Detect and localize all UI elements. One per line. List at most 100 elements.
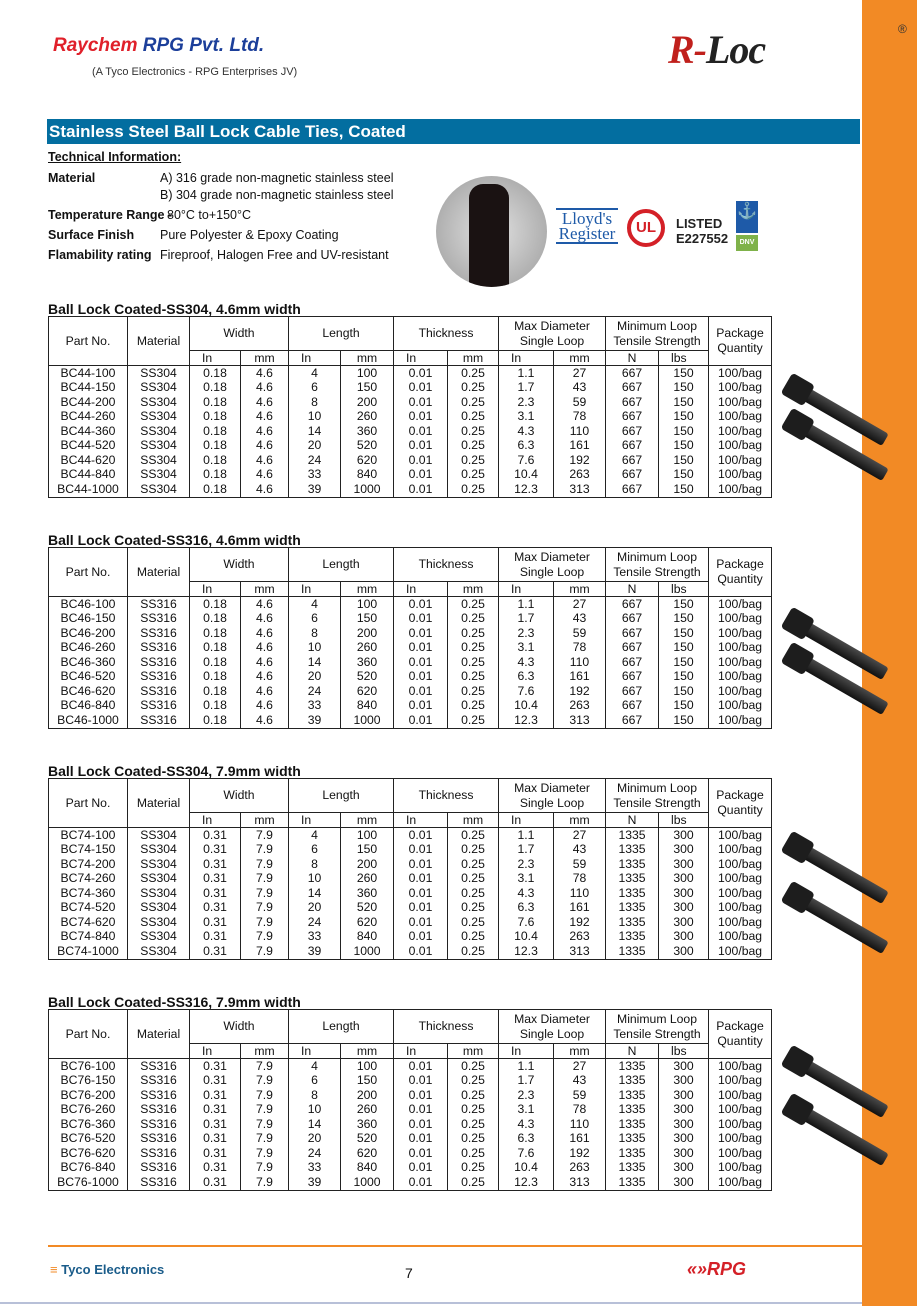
- table-cell: SS304: [127, 827, 190, 843]
- table-cell: 59: [552, 857, 607, 872]
- table-cell: 360: [340, 1117, 394, 1132]
- table-cell: 192: [552, 915, 607, 930]
- table-cell: 0.25: [447, 1117, 499, 1132]
- table-cell: 0.25: [447, 929, 499, 944]
- table-cell: 1335: [605, 1058, 660, 1074]
- table-cell: 6: [288, 611, 341, 626]
- table-cell: 27: [552, 596, 607, 612]
- bottom-edge: [0, 1302, 862, 1304]
- table-row: BC46-200 SS316 0.18 4.6 8 200 0.01 0.25 2.3 59 667…: [48, 626, 773, 641]
- table-cell: 0.18: [189, 380, 241, 395]
- table-cell: SS304: [127, 886, 190, 901]
- table-cell: 0.25: [447, 1146, 499, 1161]
- table-cell: 300: [658, 1117, 710, 1132]
- table-cell: 1335: [605, 1117, 660, 1132]
- table-cell: 0.25: [447, 669, 499, 684]
- table-cell: 150: [658, 640, 710, 655]
- table-cell: 100/bag: [708, 655, 773, 670]
- subheader-in: In: [393, 581, 448, 597]
- table-cell: 0.31: [189, 1131, 241, 1146]
- header-part-no: Part No.: [48, 1009, 128, 1059]
- table-cell: 840: [340, 467, 394, 482]
- header-thickness: Thickness: [393, 1009, 499, 1044]
- table-cell: 7.9: [240, 871, 289, 886]
- header-tensile-strength-line: Minimum Loop: [617, 780, 697, 795]
- subheader-n: N: [605, 581, 660, 597]
- table-cell: 0.25: [447, 684, 499, 699]
- table-cell: 0.01: [393, 1117, 448, 1132]
- flamability-value: Fireproof, Halogen Free and UV-resistant: [160, 248, 389, 262]
- table-row: BC46-100 SS316 0.18 4.6 4 100 0.01 0.25 1.1 27 667…: [48, 596, 773, 612]
- table-cell: 39: [288, 1175, 341, 1191]
- table-cell: 0.25: [447, 857, 499, 872]
- table-cell: 0.25: [447, 467, 499, 482]
- header-package-quantity: Package Quantity: [708, 547, 773, 597]
- table-cell: 150: [658, 467, 710, 482]
- table-cell: 7.6: [498, 684, 554, 699]
- subheader-in: In: [189, 1043, 241, 1059]
- table-cell: 0.31: [189, 1058, 241, 1074]
- subheader-in: In: [288, 812, 341, 828]
- table-cell: 0.18: [189, 713, 241, 729]
- table-cell: 0.01: [393, 1073, 448, 1088]
- table-cell: 520: [340, 900, 394, 915]
- table-cell: 150: [658, 698, 710, 713]
- table-cell: 0.31: [189, 1073, 241, 1088]
- subheader-lbs: lbs: [658, 1043, 710, 1059]
- table-cell: 520: [340, 1131, 394, 1146]
- table-cell: 100/bag: [708, 611, 773, 626]
- header-max-diameter-line: Max Diameter: [514, 318, 590, 333]
- table-cell: 667: [605, 467, 660, 482]
- table-cell: 0.01: [393, 467, 448, 482]
- table-cell: 0.25: [447, 842, 499, 857]
- table-cell: 300: [658, 1058, 710, 1074]
- table-cell: 110: [552, 886, 607, 901]
- tyco-icon: ≡: [50, 1262, 58, 1277]
- header-material: Material: [127, 316, 190, 366]
- header-width: Width: [189, 547, 289, 582]
- table-cell: 33: [288, 929, 341, 944]
- table-title: Ball Lock Coated-SS304, 4.6mm width: [48, 301, 301, 317]
- table-cell: 4.6: [240, 626, 289, 641]
- table-cell: SS304: [127, 395, 190, 410]
- table-cell: 7.9: [240, 886, 289, 901]
- table-cell: 14: [288, 655, 341, 670]
- table-cell: 667: [605, 713, 660, 729]
- table-cell: 200: [340, 626, 394, 641]
- table-cell: 0.18: [189, 655, 241, 670]
- table-cell: 0.01: [393, 871, 448, 886]
- table-cell: 100/bag: [708, 669, 773, 684]
- table-cell: 0.01: [393, 698, 448, 713]
- table-cell: 1335: [605, 929, 660, 944]
- table-cell: 4.3: [498, 655, 554, 670]
- table-row: BC76-1000 SS316 0.31 7.9 39 1000 0.01 0.25 12.3 3…: [48, 1175, 773, 1191]
- table-cell: 200: [340, 395, 394, 410]
- table-row: BC76-100 SS316 0.31 7.9 4 100 0.01 0.25 1.1 27 133…: [48, 1058, 773, 1074]
- table-cell: 100/bag: [708, 929, 773, 944]
- table-cell: 4.6: [240, 669, 289, 684]
- table-cell: 0.31: [189, 944, 241, 960]
- header-material: Material: [127, 1009, 190, 1059]
- table-row: BC44-200 SS304 0.18 4.6 8 200 0.01 0.25 2.3 59 667…: [48, 395, 773, 410]
- table-cell: 150: [340, 842, 394, 857]
- table-cell: 667: [605, 655, 660, 670]
- header-material: Material: [127, 547, 190, 597]
- table-cell: 10: [288, 640, 341, 655]
- header-tensile-strength-line: Minimum Loop: [617, 549, 697, 564]
- logo-rpg: RPG Pvt. Ltd.: [142, 35, 265, 56]
- table-cell: 840: [340, 929, 394, 944]
- table-cell: 150: [340, 1073, 394, 1088]
- table-row: BC44-620 SS304 0.18 4.6 24 620 0.01 0.25 7.6 192 6…: [48, 453, 773, 468]
- table-cell: 300: [658, 1146, 710, 1161]
- table-cell: 0.01: [393, 611, 448, 626]
- table-cell: BC76-520: [48, 1131, 128, 1146]
- table-cell: 2.3: [498, 857, 554, 872]
- table-cell: 100/bag: [708, 900, 773, 915]
- table-cell: 0.25: [447, 1102, 499, 1117]
- table-row: BC46-1000 SS316 0.18 4.6 39 1000 0.01 0.25 12.3 3…: [48, 713, 773, 729]
- header-width: Width: [189, 778, 289, 813]
- table-cell: 4.6: [240, 684, 289, 699]
- table-cell: 150: [658, 626, 710, 641]
- table-cell: 1.1: [498, 365, 554, 381]
- spec-table: Part No. Material Width Length Thickness Max …: [48, 778, 773, 960]
